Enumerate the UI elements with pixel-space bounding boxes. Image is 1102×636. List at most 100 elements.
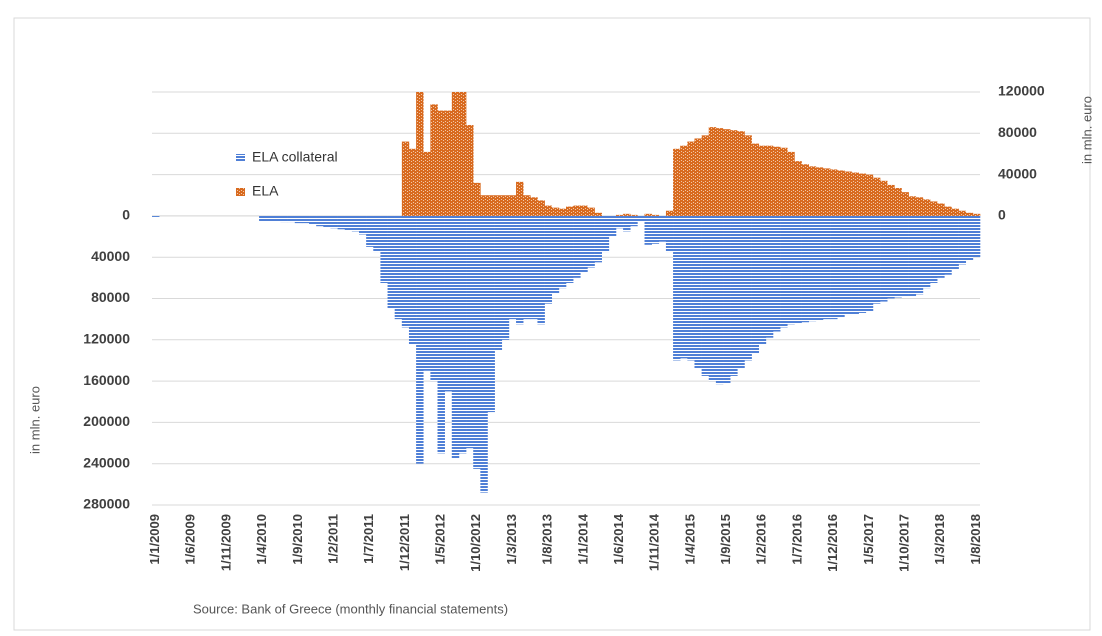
bar [958,210,967,216]
x-tick-label: 1/5/2012 [433,514,448,565]
bar [901,192,909,216]
x-tick-label: 1/1/2009 [147,514,162,565]
bar [822,215,831,320]
bar [444,110,453,216]
bar [665,210,674,216]
bar [323,215,331,228]
bar [723,215,731,384]
bar [651,214,660,216]
bar [266,215,274,222]
bar [537,215,545,325]
legend-label: ELA collateral [252,149,338,165]
bar [487,195,495,216]
bar [437,215,445,454]
bar [951,215,959,270]
bar [865,174,874,216]
bar [801,164,809,216]
bar [658,215,667,242]
bar [273,215,281,222]
bar [944,215,952,275]
bar [416,215,424,464]
y-tick-label: 120000 [83,331,130,347]
bar [458,92,467,216]
bar [844,215,852,316]
bar [423,151,431,216]
bar [715,215,724,385]
x-tick-label: 1/8/2018 [968,514,983,565]
x-tick-label: 1/10/2012 [468,514,483,572]
bar [822,168,831,216]
bar [815,167,824,216]
bar [680,215,688,359]
bar [830,169,838,216]
bar [359,215,367,235]
x-tick-label: 1/9/2015 [718,514,733,565]
bar [523,195,531,216]
bar [523,215,531,320]
bar [580,215,588,273]
bar [473,215,481,469]
bar [337,215,346,230]
y2-tick-label: 80000 [998,124,1037,140]
bar [737,131,745,216]
x-tick-label: 1/5/2017 [861,514,876,565]
bar [701,215,710,376]
bar [808,215,817,322]
x-tick-label: 1/12/2011 [397,514,412,571]
bar [309,215,317,225]
bar [473,182,481,216]
bar [887,184,895,216]
bar [958,215,967,265]
y2-tick-label: 40000 [998,165,1037,181]
bar [922,199,931,216]
bar [730,215,738,376]
bar [758,145,767,216]
x-tick-label: 1/11/2014 [647,513,662,571]
x-tick-label: 1/3/2018 [932,514,947,565]
x-tick-label: 1/3/2013 [504,514,519,565]
y2-tick-label: 0 [998,207,1006,223]
bar [366,215,374,247]
bar [530,197,538,216]
bar [387,215,395,309]
bar [401,141,410,216]
bar [544,215,553,304]
bar [901,215,909,297]
x-tick-label: 1/2/2016 [754,514,769,565]
bar [887,215,895,299]
bar [615,214,624,216]
bar [301,215,310,224]
bar [808,166,817,216]
bar [687,141,695,216]
bar [344,215,353,231]
bar [651,215,660,244]
bar [601,215,610,253]
bar [930,201,938,216]
bar [480,215,488,493]
bar [516,181,524,216]
bar [408,215,417,345]
legend-label: ELA [252,183,279,199]
bar [780,215,788,328]
bar [865,215,874,312]
bar [708,215,717,382]
bar [687,215,695,361]
bar [951,208,959,216]
bar [751,143,760,216]
bar [351,215,360,232]
x-tick-label: 1/11/2009 [218,514,233,571]
bar [623,213,631,216]
bar [494,215,503,351]
y2-axis-label: in mln. euro [1079,96,1094,164]
bar [644,215,652,245]
bar [451,215,460,459]
bar [508,215,517,320]
bar [830,215,838,320]
bar [408,148,417,216]
bar [373,215,381,253]
bar [794,215,802,324]
bar [694,138,702,216]
bar [915,197,924,216]
bar [573,205,581,216]
